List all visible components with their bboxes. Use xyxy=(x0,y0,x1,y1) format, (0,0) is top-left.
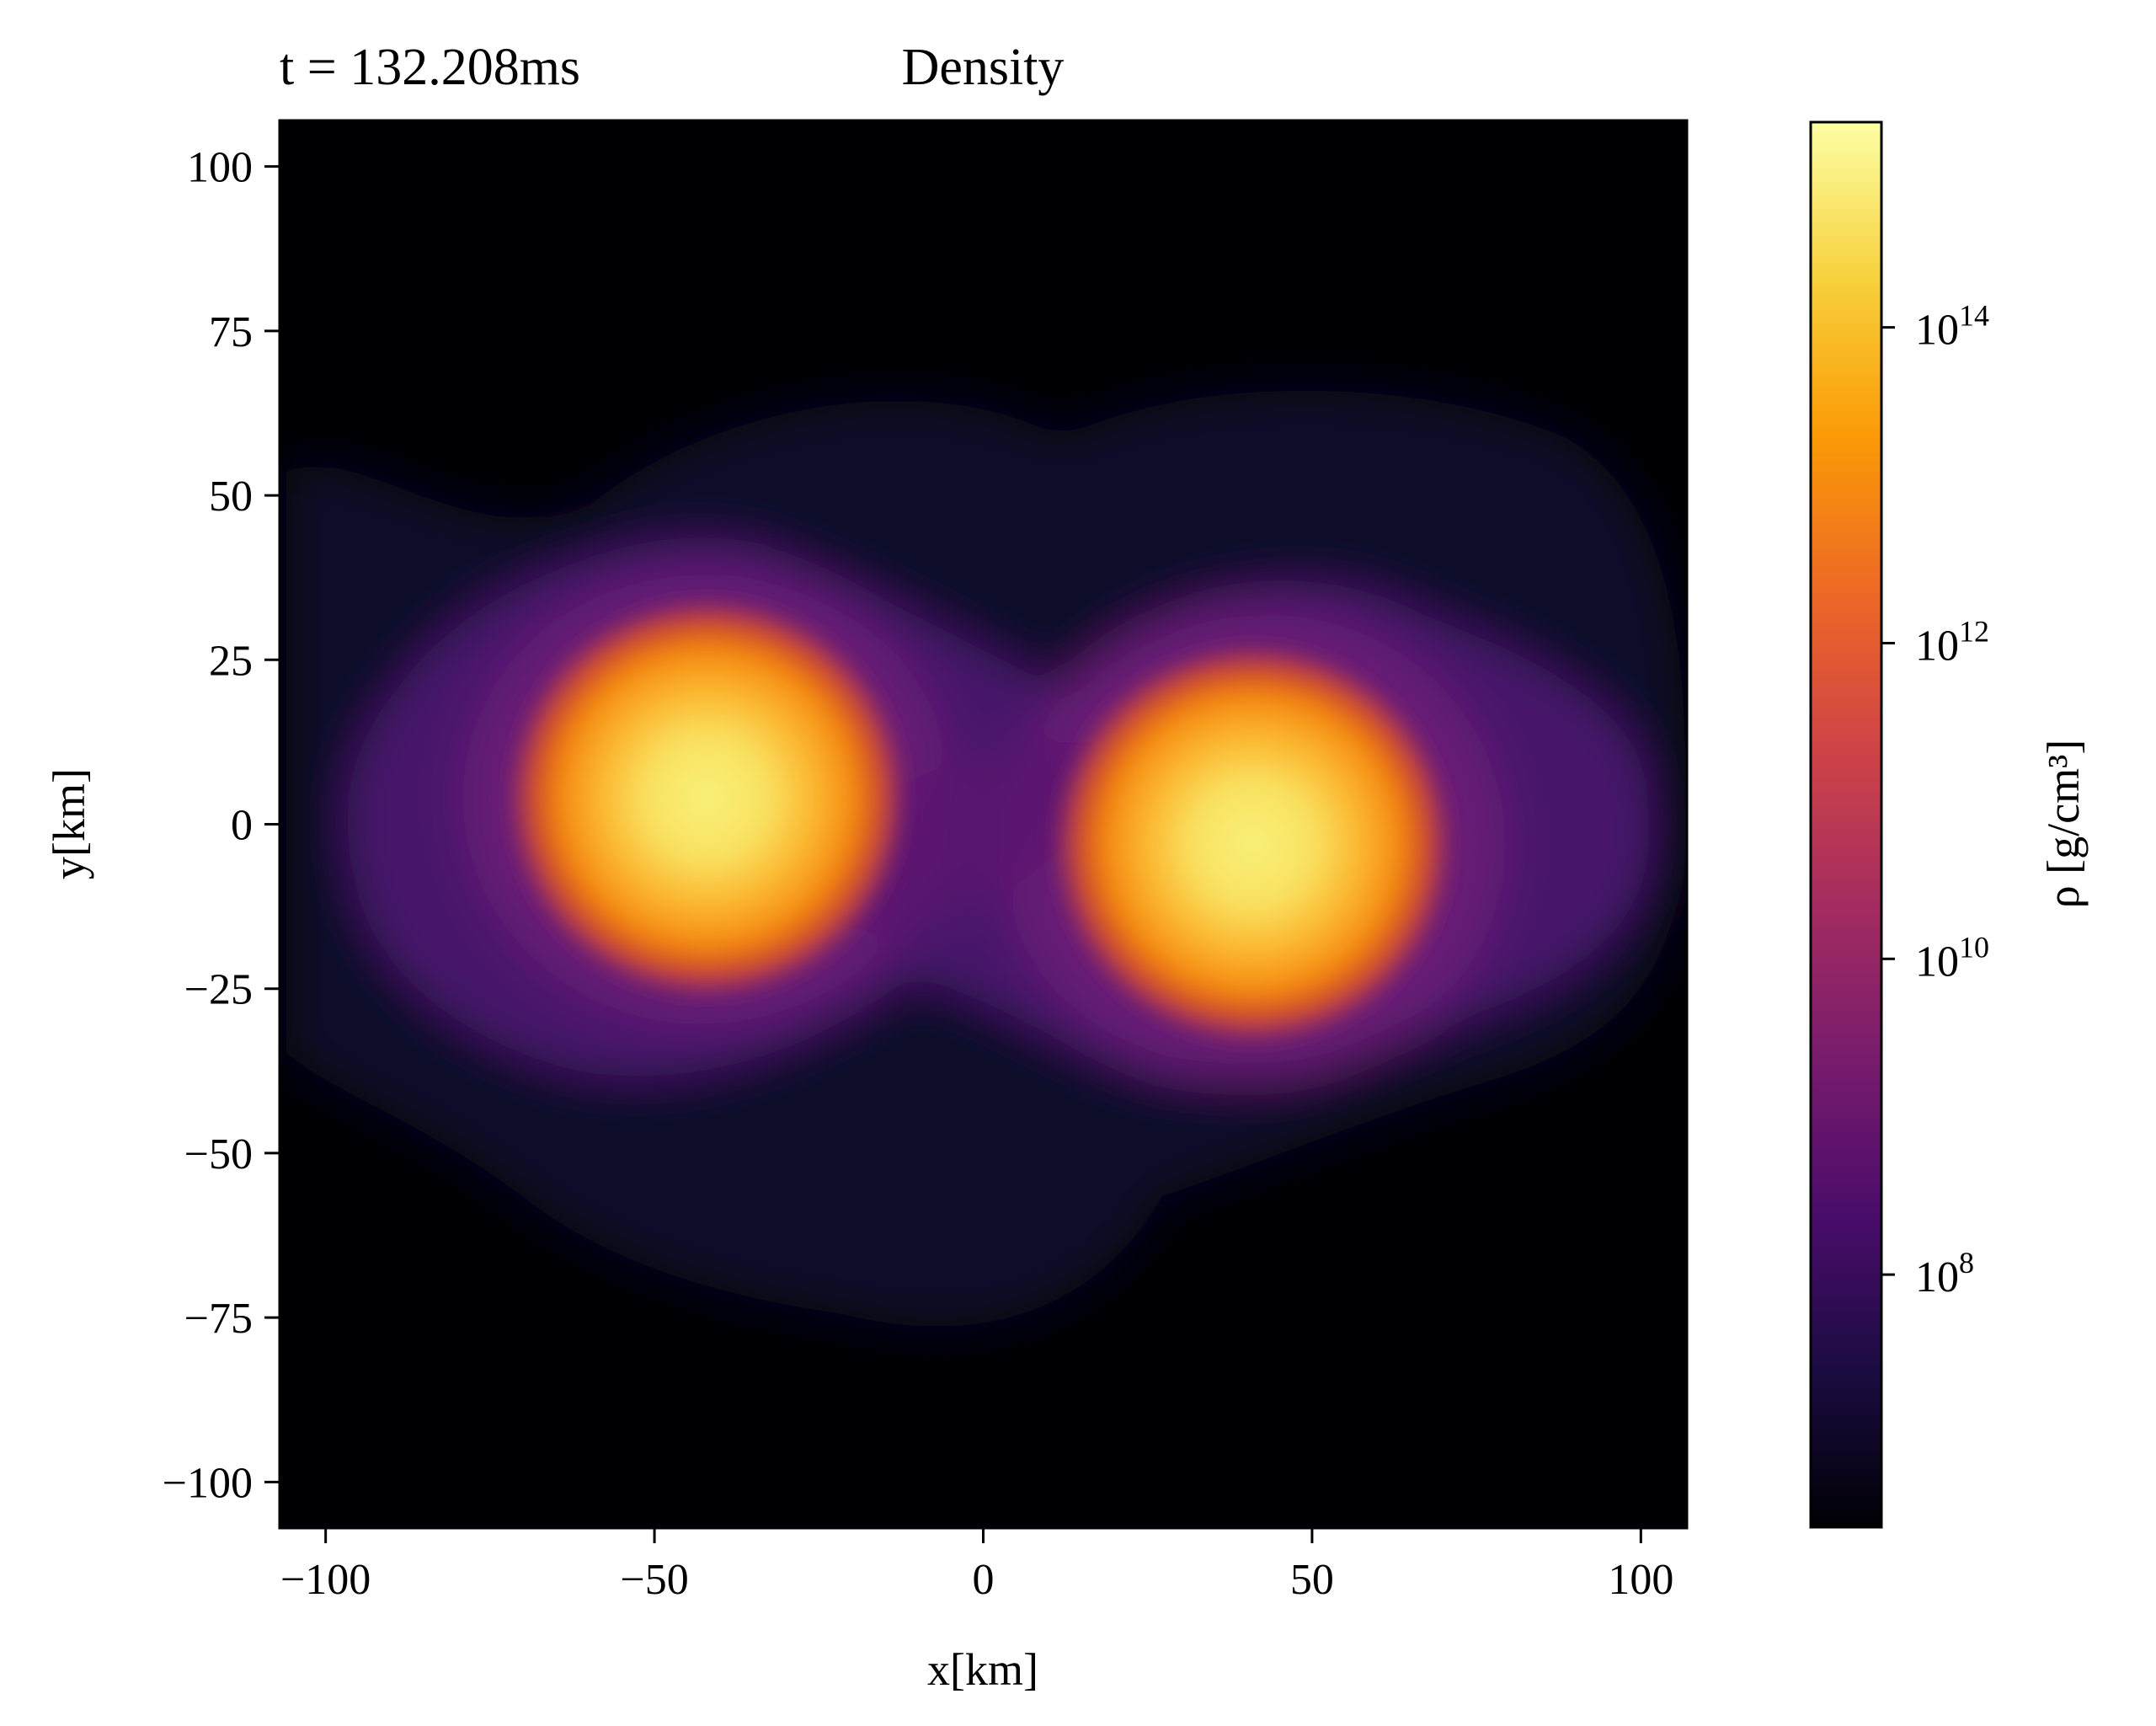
colorbar-tick-base: 10 xyxy=(1915,307,1959,355)
x-tick-label: 0 xyxy=(973,1556,995,1604)
x-tick-label: 100 xyxy=(1608,1556,1673,1604)
density-field xyxy=(286,390,1686,1327)
colorbar-tick-base: 10 xyxy=(1915,1253,1959,1301)
x-tick-label: −50 xyxy=(620,1556,688,1604)
colorbar-tick-label: 1014 xyxy=(1915,299,1989,355)
x-axis-ticks: −100 −50 0 50 100 xyxy=(280,1528,1673,1604)
cores xyxy=(504,596,1455,1046)
y-tick-label: 50 xyxy=(209,473,253,521)
y-axis-label: y[km] xyxy=(44,768,94,879)
colorbar-tick-exponent: 14 xyxy=(1959,299,1989,333)
x-axis-label: x[km] xyxy=(927,1644,1038,1695)
colorbar-tick-label: 108 xyxy=(1915,1246,1974,1301)
y-tick-label: 25 xyxy=(209,637,253,685)
colorbar-frame xyxy=(1809,120,1883,1529)
plot-area: −100 −50 0 50 100 100 75 50 25 0 −25 −50 −75 −100 xyxy=(163,119,1689,1604)
colorbar-tick-label: 1010 xyxy=(1915,930,1989,986)
y-tick-label: 75 xyxy=(209,308,253,356)
y-axis-ticks: 100 75 50 25 0 −25 −50 −75 −100 xyxy=(163,144,280,1507)
x-tick-label: 50 xyxy=(1290,1556,1334,1604)
y-tick-label: −100 xyxy=(163,1459,253,1507)
y-tick-label: −75 xyxy=(184,1295,253,1343)
chart-title: Density xyxy=(902,39,1065,96)
colorbar-label: ρ [g/cm³] xyxy=(2038,740,2089,909)
colorbar-tick-base: 10 xyxy=(1915,622,1959,670)
colorbar-tick-exponent: 10 xyxy=(1959,930,1989,964)
core-right xyxy=(1050,641,1455,1046)
core-left xyxy=(504,596,910,1001)
colorbar-tick-exponent: 12 xyxy=(1959,614,1989,648)
colorbar-tick-exponent: 8 xyxy=(1959,1246,1974,1280)
y-tick-label: −25 xyxy=(184,966,253,1014)
y-tick-label: −50 xyxy=(184,1130,253,1178)
colorbar-tick-label: 1012 xyxy=(1915,614,1989,670)
y-tick-label: 100 xyxy=(187,144,253,192)
y-tick-label: 0 xyxy=(231,802,253,850)
colorbar-tick-base: 10 xyxy=(1915,938,1959,986)
time-label: t = 132.208ms xyxy=(280,39,580,96)
colorbar-fill xyxy=(1811,122,1881,1527)
x-tick-label: −100 xyxy=(280,1556,371,1604)
